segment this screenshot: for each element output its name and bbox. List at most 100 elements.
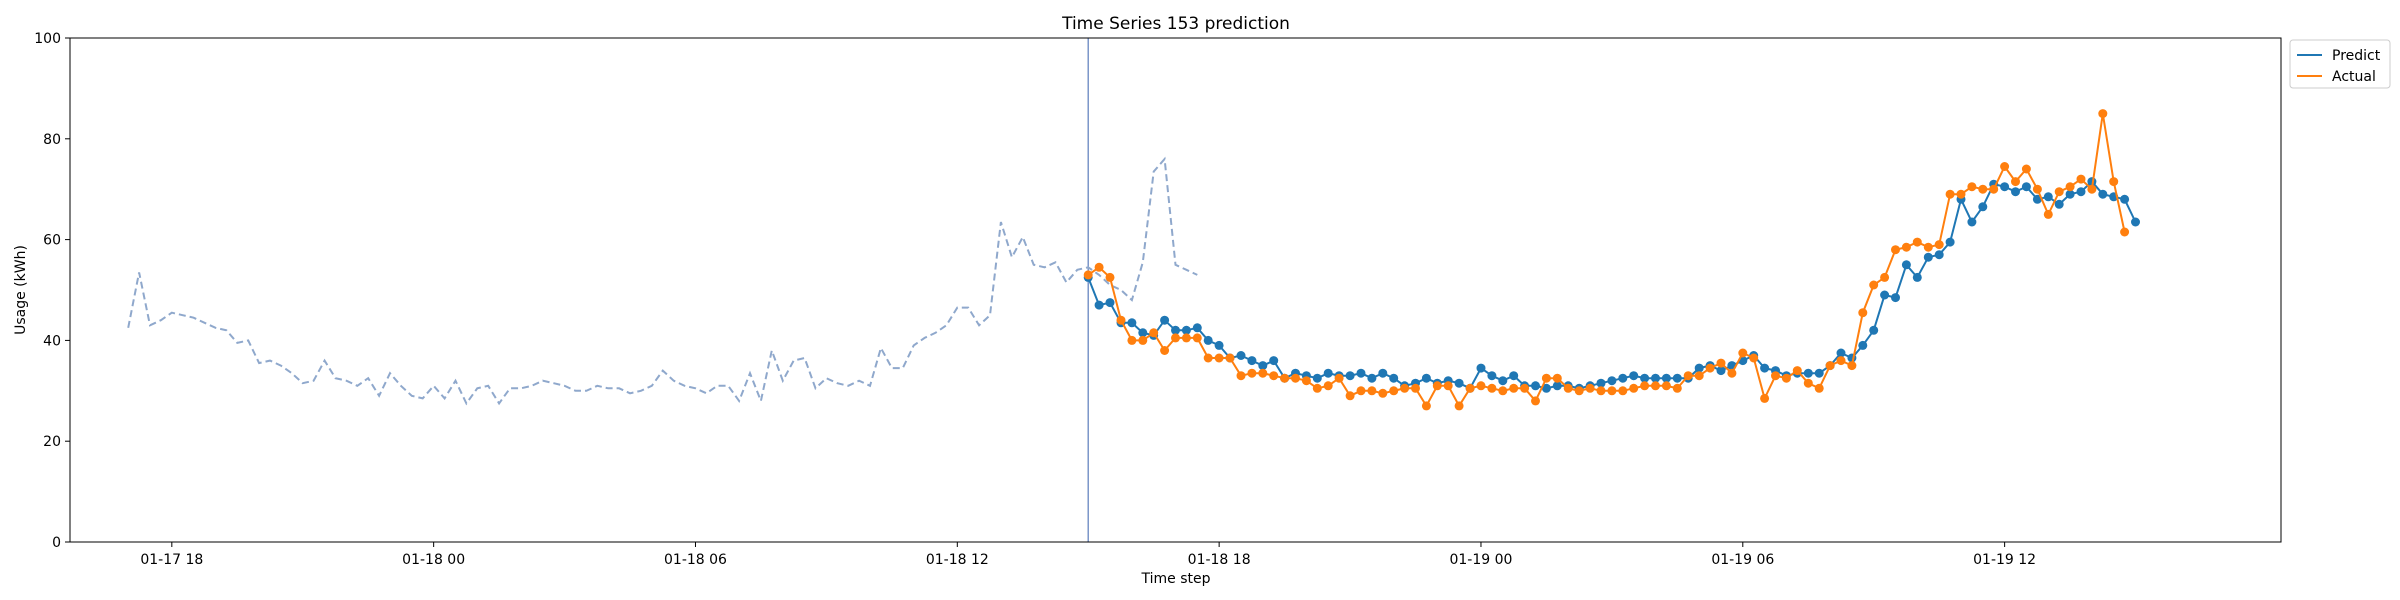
- data-point-actual: [1694, 371, 1704, 381]
- data-point-predict: [1945, 237, 1955, 247]
- data-point-actual: [1651, 381, 1660, 391]
- data-point-actual: [1967, 182, 1977, 192]
- data-point-predict: [1498, 376, 1508, 386]
- data-point-actual: [1585, 383, 1595, 393]
- data-point-actual: [1269, 371, 1279, 381]
- data-point-predict: [1509, 371, 1519, 381]
- data-point-actual: [1301, 376, 1311, 386]
- data-point-actual: [1421, 401, 1431, 411]
- x-axis: 01-17 18 01-18 00 01-18 06 01-18 12 01-18 18…: [140, 542, 2036, 568]
- data-point-predict: [1912, 272, 1922, 282]
- data-point-actual: [1181, 333, 1191, 343]
- y-tick-label: 20: [43, 434, 61, 450]
- y-axis-label: Usage (kWh): [13, 245, 29, 335]
- data-point-actual: [2109, 177, 2119, 187]
- data-point-predict: [1203, 335, 1213, 345]
- x-tick-label: 01-18 00: [402, 552, 465, 568]
- data-point-actual: [1672, 383, 1682, 393]
- data-point-actual: [1716, 358, 1726, 368]
- data-point-predict: [1640, 373, 1650, 383]
- data-point-actual: [1945, 189, 1955, 199]
- data-point-actual: [1912, 237, 1922, 247]
- data-point-predict: [1421, 373, 1431, 383]
- data-point-actual: [1956, 189, 1966, 199]
- data-point-actual: [1869, 280, 1879, 290]
- data-point-predict: [1323, 368, 1333, 378]
- data-point-actual: [1771, 371, 1780, 381]
- data-point-predict: [1836, 348, 1846, 358]
- data-point-predict: [1891, 293, 1900, 303]
- legend: Predict Actual: [2289, 39, 2391, 89]
- data-point-actual: [1574, 386, 1584, 396]
- data-point-actual: [1629, 383, 1639, 393]
- data-point-actual: [1563, 383, 1573, 393]
- x-tick-label: 01-19 06: [1711, 552, 1774, 568]
- data-point-predict: [1651, 373, 1660, 383]
- data-point-predict: [1356, 368, 1366, 378]
- data-point-actual: [1432, 381, 1442, 391]
- data-point-actual: [1356, 386, 1366, 396]
- data-point-actual: [1487, 383, 1497, 393]
- data-point-predict: [2076, 187, 2086, 197]
- data-point-actual: [1760, 393, 1770, 403]
- y-axis: 0 20 40 60 80 100: [34, 31, 70, 551]
- data-point-actual: [1498, 386, 1508, 396]
- data-point-actual: [1411, 383, 1420, 393]
- data-point-predict: [1476, 363, 1486, 373]
- data-point-predict: [1345, 371, 1355, 381]
- data-point-actual: [1618, 386, 1628, 396]
- data-point-actual: [1825, 361, 1835, 371]
- data-point-predict: [2120, 194, 2130, 204]
- data-point-actual: [2065, 182, 2075, 192]
- data-point-actual: [2043, 209, 2053, 219]
- series-line-history: [127, 156, 1198, 406]
- data-point-actual: [1476, 381, 1486, 391]
- data-point-predict: [1247, 356, 1257, 366]
- data-point-actual: [1607, 386, 1617, 396]
- data-point-predict: [1923, 252, 1933, 262]
- data-point-actual: [1814, 383, 1824, 393]
- data-point-predict: [1181, 325, 1191, 335]
- y-tick-label: 100: [34, 31, 61, 47]
- data-point-actual: [1247, 368, 1257, 378]
- y-tick-label: 0: [52, 535, 61, 551]
- data-point-predict: [1127, 318, 1137, 328]
- data-point-actual: [1934, 240, 1944, 250]
- data-point-actual: [1891, 245, 1900, 255]
- data-point-actual: [1323, 381, 1333, 391]
- x-tick-label: 01-18 12: [926, 552, 989, 568]
- data-point-actual: [1094, 262, 1104, 272]
- data-point-predict: [1814, 368, 1824, 378]
- data-point-predict: [2043, 192, 2053, 202]
- data-point-actual: [2032, 184, 2042, 194]
- legend-actual-label: Actual: [2332, 69, 2376, 85]
- data-point-actual: [1989, 184, 1999, 194]
- data-point-predict: [2021, 182, 2031, 192]
- data-point-actual: [1531, 396, 1540, 406]
- data-point-actual: [2021, 164, 2031, 174]
- data-point-actual: [1454, 401, 1464, 411]
- data-point-actual: [1509, 383, 1519, 393]
- data-point-predict: [1487, 371, 1497, 381]
- x-axis-label: Time step: [1141, 571, 1211, 587]
- data-point-predict: [1760, 363, 1770, 373]
- data-point-predict: [2054, 199, 2064, 209]
- data-point-actual: [1749, 353, 1759, 363]
- data-point-actual: [1880, 272, 1890, 282]
- data-point-predict: [1454, 378, 1464, 388]
- x-tick-label: 01-17 18: [140, 552, 203, 568]
- data-point-actual: [1345, 391, 1355, 401]
- data-point-predict: [1858, 340, 1868, 350]
- data-point-predict: [1901, 260, 1911, 270]
- data-point-predict: [1803, 368, 1813, 378]
- data-point-actual: [1389, 386, 1399, 396]
- data-point-predict: [1618, 373, 1628, 383]
- y-tick-label: 40: [43, 333, 61, 349]
- data-point-predict: [1661, 373, 1671, 383]
- data-point-actual: [1171, 333, 1180, 343]
- data-point-predict: [1869, 325, 1879, 335]
- data-point-actual: [1138, 335, 1148, 345]
- data-point-actual: [1465, 383, 1475, 393]
- data-point-actual: [1803, 378, 1813, 388]
